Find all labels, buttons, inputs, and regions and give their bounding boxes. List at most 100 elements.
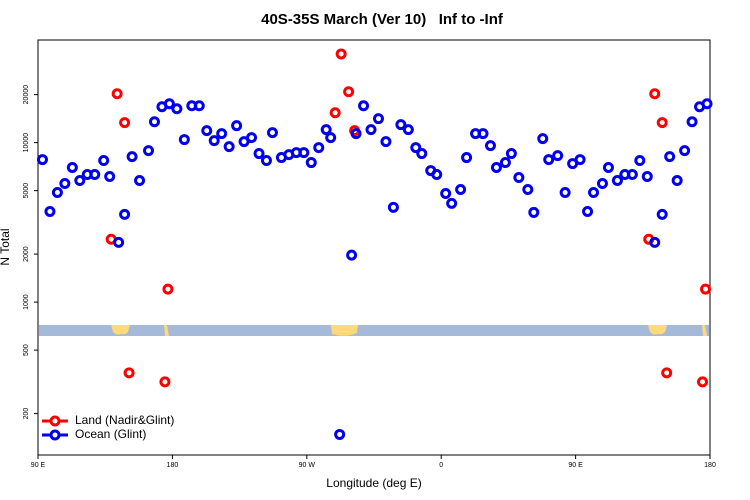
data-point xyxy=(350,128,362,140)
data-point xyxy=(446,197,458,209)
data-point xyxy=(410,142,422,154)
legend-label: Ocean (Glint) xyxy=(75,427,146,441)
data-point xyxy=(343,86,355,98)
data-point xyxy=(201,125,213,137)
data-point xyxy=(499,157,511,169)
data-point xyxy=(596,178,608,190)
data-point xyxy=(113,236,125,248)
data-point xyxy=(477,128,489,140)
data-point xyxy=(461,152,473,164)
data-point xyxy=(626,169,638,181)
data-point xyxy=(440,187,452,199)
data-point xyxy=(66,162,78,174)
data-point xyxy=(320,124,332,136)
map-land xyxy=(702,325,707,336)
data-point xyxy=(574,154,586,166)
data-point xyxy=(313,142,325,154)
data-point xyxy=(231,120,243,132)
data-point xyxy=(602,162,614,174)
x-tick-label: 90 E xyxy=(568,462,583,469)
data-point xyxy=(543,154,555,166)
data-point xyxy=(522,184,534,196)
legend-label: Land (Nadir&Glint) xyxy=(75,413,174,427)
data-point xyxy=(104,171,116,183)
x-tick-label: 90 W xyxy=(299,462,316,469)
data-point xyxy=(89,169,101,181)
data-point xyxy=(505,148,517,160)
data-point xyxy=(59,178,71,190)
data-point xyxy=(260,155,272,167)
data-point xyxy=(119,117,131,129)
data-point xyxy=(266,127,278,139)
data-point xyxy=(358,100,370,112)
data-point xyxy=(171,103,183,115)
data-point xyxy=(697,376,709,388)
data-point xyxy=(51,186,63,198)
data-point xyxy=(126,151,138,163)
map-land xyxy=(111,325,130,335)
data-point xyxy=(178,134,190,146)
legend: Land (Nadir&Glint)Ocean (Glint) xyxy=(42,413,174,441)
data-point xyxy=(329,107,341,119)
y-tick-label: 200 xyxy=(23,408,30,420)
x-tick-label: 90 E xyxy=(31,462,46,469)
data-point xyxy=(325,132,337,144)
data-point xyxy=(162,283,174,295)
data-point xyxy=(246,132,258,144)
data-point xyxy=(193,100,205,112)
data-point xyxy=(44,205,56,217)
map-land xyxy=(164,325,169,336)
y-tick-label: 10000 xyxy=(23,133,30,153)
data-point xyxy=(402,124,414,136)
data-point xyxy=(298,147,310,159)
data-point xyxy=(416,148,428,160)
data-point xyxy=(380,136,392,148)
data-point xyxy=(216,128,228,140)
data-point xyxy=(253,148,265,160)
data-point xyxy=(163,98,175,110)
data-point xyxy=(134,174,146,186)
x-tick-label: 0 xyxy=(439,462,443,469)
map-strip xyxy=(39,325,709,336)
data-point xyxy=(119,208,131,220)
chart-title: 40S-35S March (Ver 10) Inf to -Inf xyxy=(261,11,504,28)
data-point xyxy=(395,119,407,131)
data-point xyxy=(387,201,399,213)
data-point xyxy=(528,206,540,218)
x-tick-label: 180 xyxy=(704,462,716,469)
data-point xyxy=(36,154,48,166)
data-point xyxy=(559,186,571,198)
data-point xyxy=(346,249,358,261)
data-point xyxy=(148,116,160,128)
x-tick-label: 180 xyxy=(167,462,179,469)
data-point xyxy=(661,367,673,379)
data-point xyxy=(656,117,668,129)
y-tick-label: 2000 xyxy=(23,246,30,262)
data-point xyxy=(365,124,377,136)
data-point xyxy=(335,48,347,60)
data-point xyxy=(664,151,676,163)
data-point xyxy=(143,145,155,157)
data-point xyxy=(372,113,384,125)
data-point xyxy=(700,283,712,295)
data-point xyxy=(582,205,594,217)
data-point xyxy=(552,150,564,162)
data-point xyxy=(671,174,683,186)
map-land xyxy=(648,325,667,335)
y-tick-label: 500 xyxy=(23,344,30,356)
data-point xyxy=(634,155,646,167)
data-point xyxy=(123,367,135,379)
y-tick-label: 5000 xyxy=(23,183,30,199)
data-point xyxy=(431,169,443,181)
data-point xyxy=(74,174,86,186)
data-point xyxy=(159,376,171,388)
data-point xyxy=(111,88,123,100)
data-point xyxy=(649,236,661,248)
x-axis-label: Longitude (deg E) xyxy=(326,476,421,490)
data-point xyxy=(305,157,317,169)
data-point xyxy=(611,174,623,186)
data-point xyxy=(223,141,235,153)
data-point xyxy=(686,116,698,128)
